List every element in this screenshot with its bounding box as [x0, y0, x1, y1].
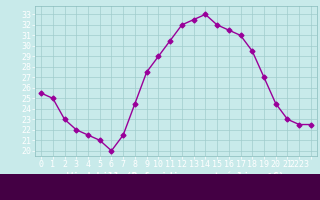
X-axis label: Windchill (Refroidissement éolien,°C): Windchill (Refroidissement éolien,°C) — [67, 172, 285, 182]
